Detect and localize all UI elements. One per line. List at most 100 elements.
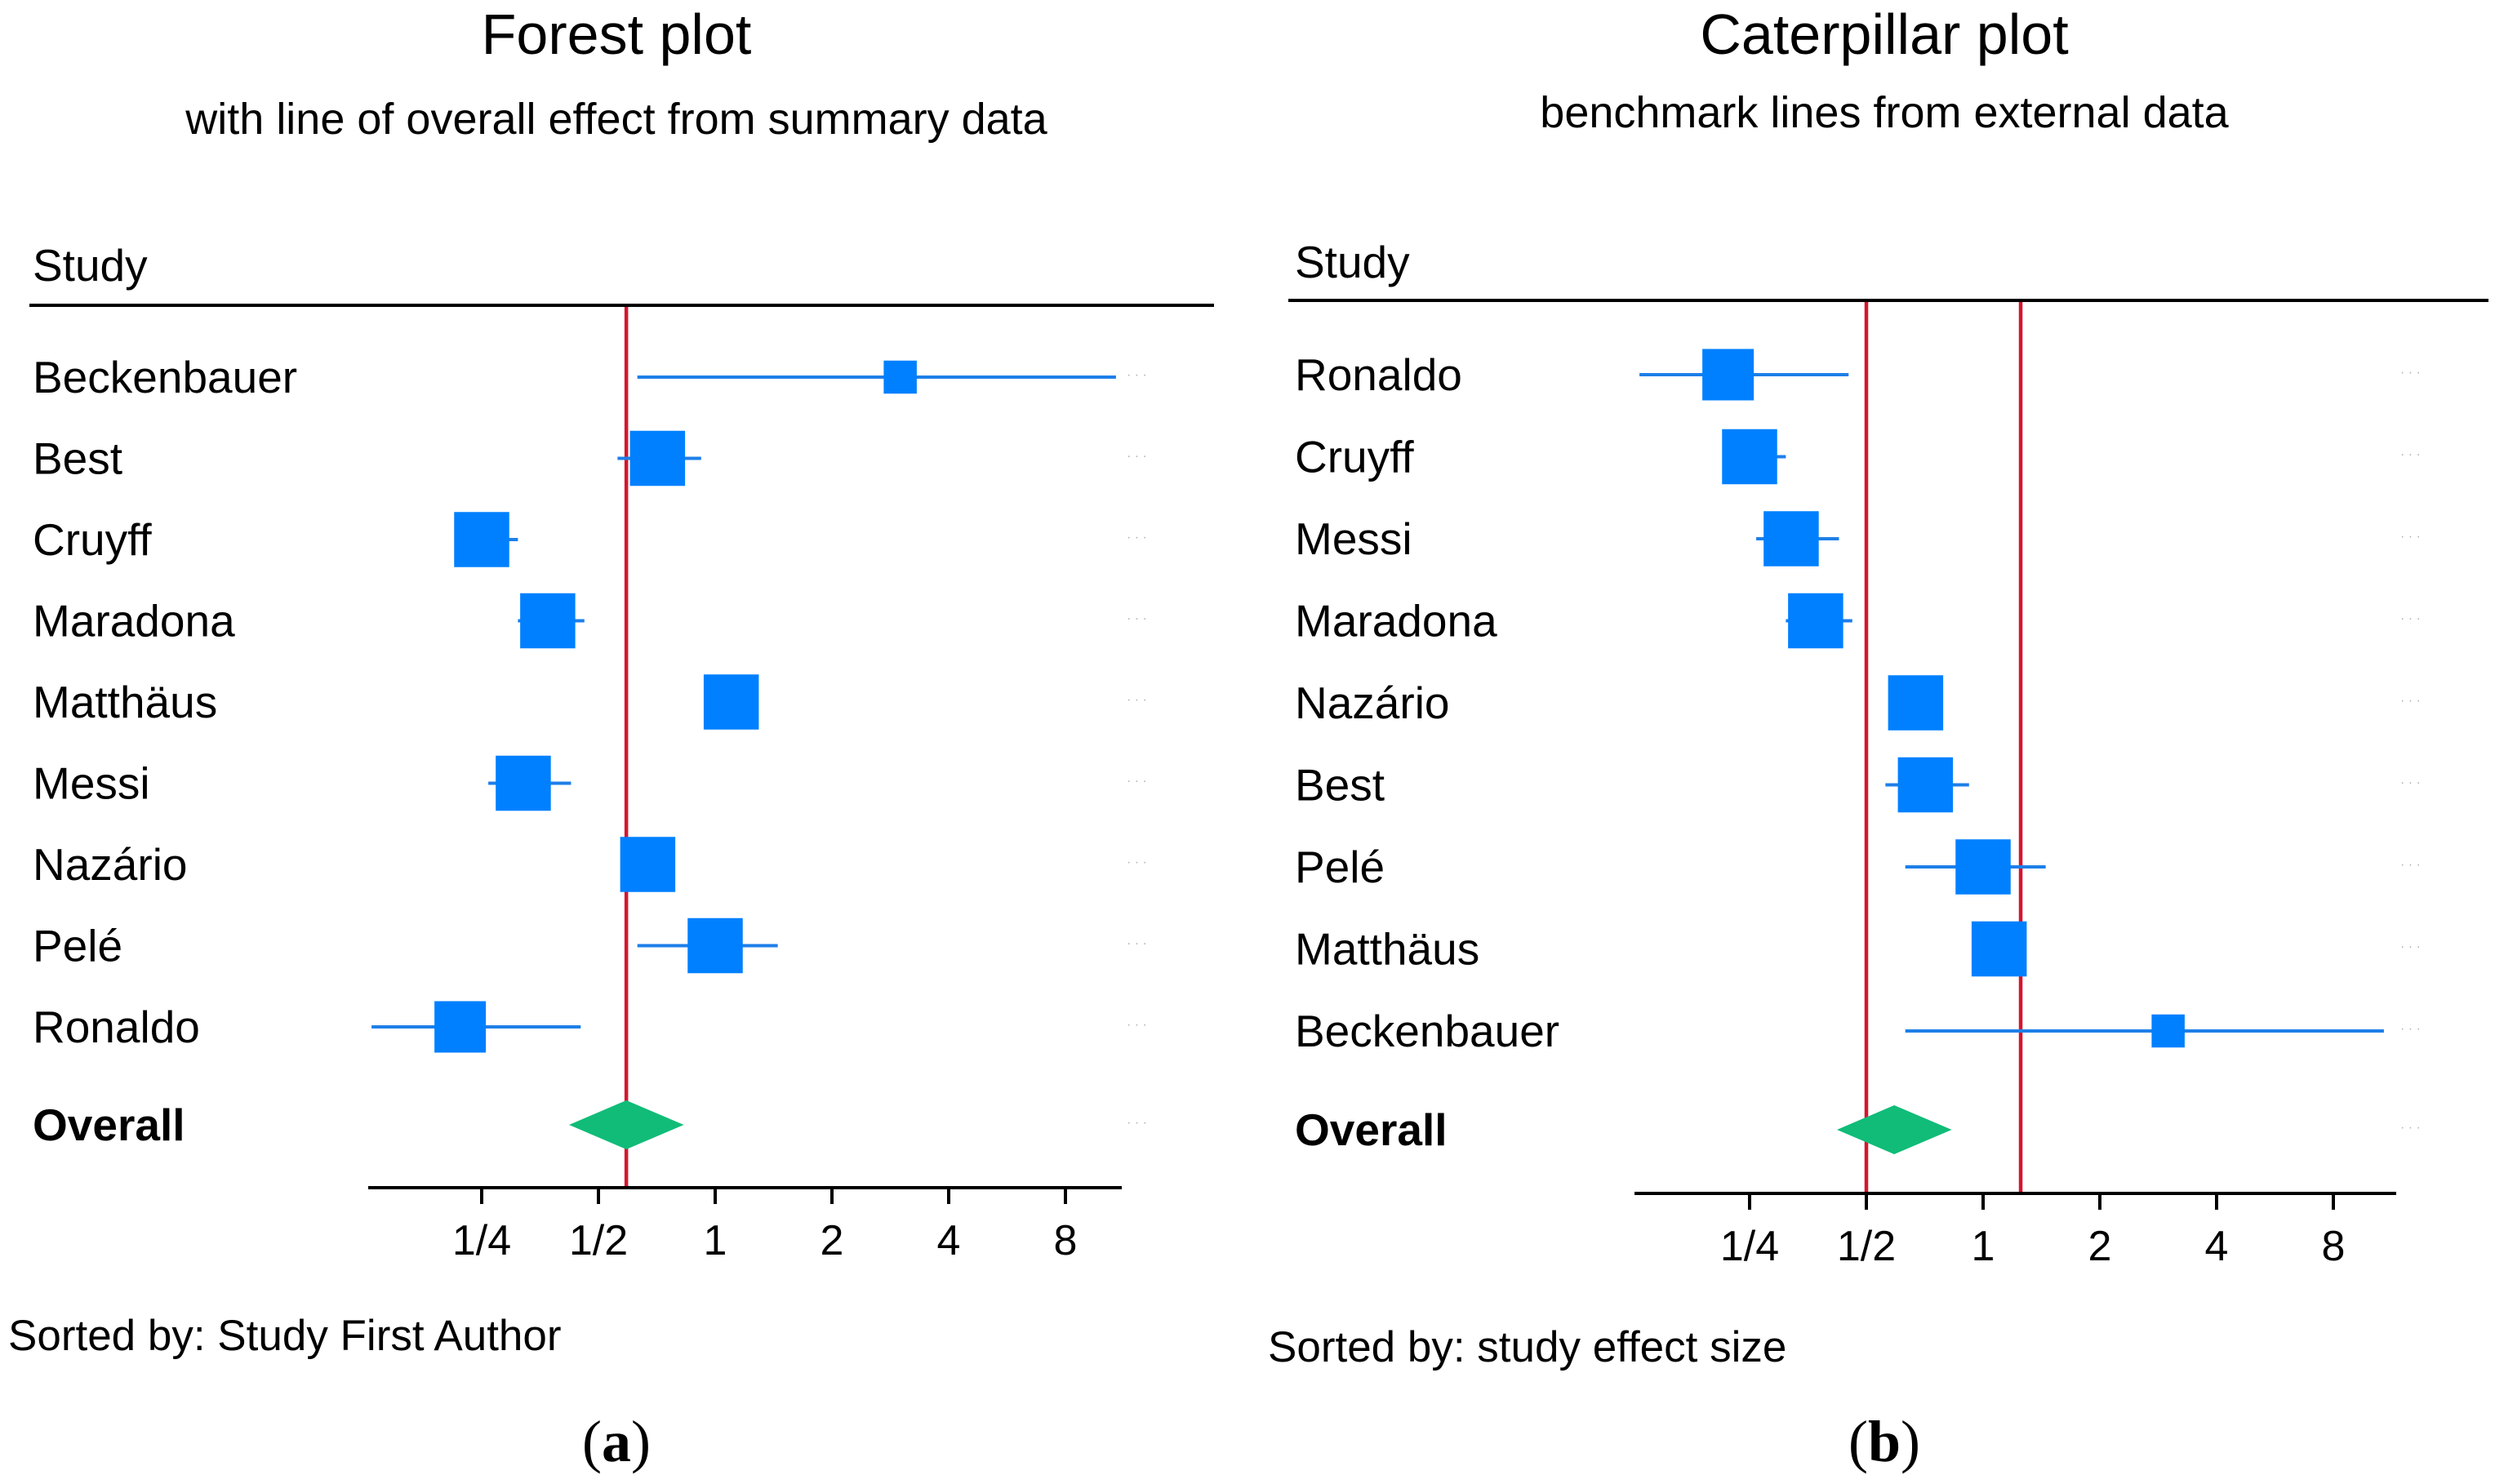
row-dots: · · · [2400,940,2421,954]
study-row: Pelé · · · [33,918,1147,974]
study-row: Cruyff · · · [1295,429,2421,485]
panel-a-rows: Beckenbauer · · ·Best · · ·Cruyff · · ·Mara… [33,352,1147,1150]
panel-b-study-header: Study [1295,237,1410,287]
overall-diamond [569,1100,684,1149]
panel-b-subtitle: benchmark lines from external data [1540,88,2229,137]
study-row: Ronaldo · · · [1295,349,2421,401]
row-dots: · · · [1127,937,1147,951]
effect-marker [1971,921,2027,977]
overall-label: Overall [33,1100,185,1150]
study-row: Pelé · · · [1295,839,2421,895]
panel-a: Forest plot with line of overall effect … [8,2,1214,1474]
row-dots: · · · [2400,776,2421,790]
effect-marker [629,430,686,487]
study-label: Pelé [33,921,122,971]
row-dots: · · · [1127,531,1147,544]
panel-a-title: Forest plot [482,2,752,66]
panel-b-rows: Ronaldo · · ·Cruyff · · ·Messi · · ·Maradon… [1295,349,2421,1155]
row-dots: · · · [2400,1121,2421,1135]
study-label: Messi [33,758,150,809]
effect-marker [496,755,551,811]
overall-row: Overall · · · [1295,1104,2421,1155]
panel-a-sorted-by: Sorted by: Study First Author [8,1312,562,1360]
overall-row: Overall · · · [33,1100,1147,1150]
row-dots: · · · [1127,612,1147,626]
row-dots: · · · [1127,775,1147,789]
study-label: Ronaldo [1295,349,1462,400]
panel-b-x-axis: 1/4 1/2 1 2 4 8 [1634,1192,2396,1270]
study-label: Best [33,433,122,484]
study-label: Pelé [1295,842,1385,892]
study-row: Beckenbauer · · · [33,352,1147,402]
row-dots: · · · [2400,366,2421,380]
row-dots: · · · [2400,530,2421,544]
row-dots: · · · [2400,694,2421,708]
row-dots: · · · [2400,448,2421,462]
effect-marker [520,593,576,649]
x-tick-label: 2 [2088,1223,2112,1270]
study-row: Cruyff · · · [33,512,1147,567]
study-label: Matthäus [33,677,217,727]
effect-marker [434,1001,487,1053]
panel-a-caption: (a) [582,1409,651,1474]
x-tick-label: 1 [704,1217,727,1264]
study-label: Cruyff [1295,432,1414,482]
row-dots: · · · [2400,612,2421,626]
effect-marker [1763,511,1819,566]
study-row: Ronaldo · · · [33,1001,1147,1053]
effect-marker [1702,349,1755,401]
overall-label: Overall [1295,1104,1448,1155]
effect-marker [883,360,917,394]
study-label: Messi [1295,513,1412,564]
study-label: Nazário [1295,678,1450,728]
study-label: Maradona [1295,596,1497,646]
x-tick-label: 8 [1054,1217,1078,1264]
effect-marker [687,918,743,974]
study-label: Beckenbauer [33,352,297,402]
study-label: Maradona [33,596,235,646]
x-tick-label: 4 [2205,1223,2229,1270]
row-dots: · · · [1127,1018,1147,1032]
x-tick-label: 1/2 [1837,1223,1896,1270]
row-dots: · · · [1127,1116,1147,1130]
effect-marker [620,837,676,892]
panel-b-sorted-by: Sorted by: study effect size [1268,1323,1786,1371]
overall-diamond [1837,1105,1952,1154]
study-label: Cruyff [33,514,152,565]
study-row: Maradona · · · [1295,593,2421,649]
study-label: Matthäus [1295,924,1479,975]
study-label: Best [1295,760,1385,811]
study-row: Matthäus · · · [33,674,1147,730]
study-row: Messi · · · [1295,511,2421,566]
effect-marker [1955,839,2011,895]
x-tick-label: 1 [1972,1223,1995,1270]
study-row: Nazário · · · [33,837,1147,892]
row-dots: · · · [1127,693,1147,707]
study-label: Nazário [33,839,188,890]
panel-a-subtitle: with line of overall effect from summary… [185,95,1047,144]
panel-a-x-axis: 1/4 1/2 1 2 4 8 [368,1186,1122,1264]
panel-a-study-header: Study [33,240,148,291]
study-row: Maradona · · · [33,593,1147,649]
study-row: Best · · · [1295,757,2421,813]
study-label: Ronaldo [33,1002,200,1052]
panel-b-reference-lines [1864,302,2023,1193]
study-row: Nazário · · · [1295,675,2421,731]
row-dots: · · · [2400,858,2421,872]
study-row: Matthäus · · · [1295,921,2421,977]
panel-b-caption: (b) [1848,1409,1920,1474]
x-tick-label: 1/4 [1720,1223,1779,1270]
panel-b-title: Caterpillar plot [1700,2,2068,66]
x-tick-label: 1/4 [452,1217,511,1264]
study-row: Messi · · · [33,755,1147,811]
study-row: Best · · · [33,430,1147,487]
row-dots: · · · [2400,1022,2421,1036]
effect-marker [2151,1014,2185,1048]
study-label: Beckenbauer [1295,1006,1559,1056]
effect-marker [1788,593,1843,649]
x-tick-label: 8 [2322,1223,2346,1270]
effect-marker [703,674,759,730]
row-dots: · · · [1127,855,1147,869]
row-dots: · · · [1127,450,1147,464]
